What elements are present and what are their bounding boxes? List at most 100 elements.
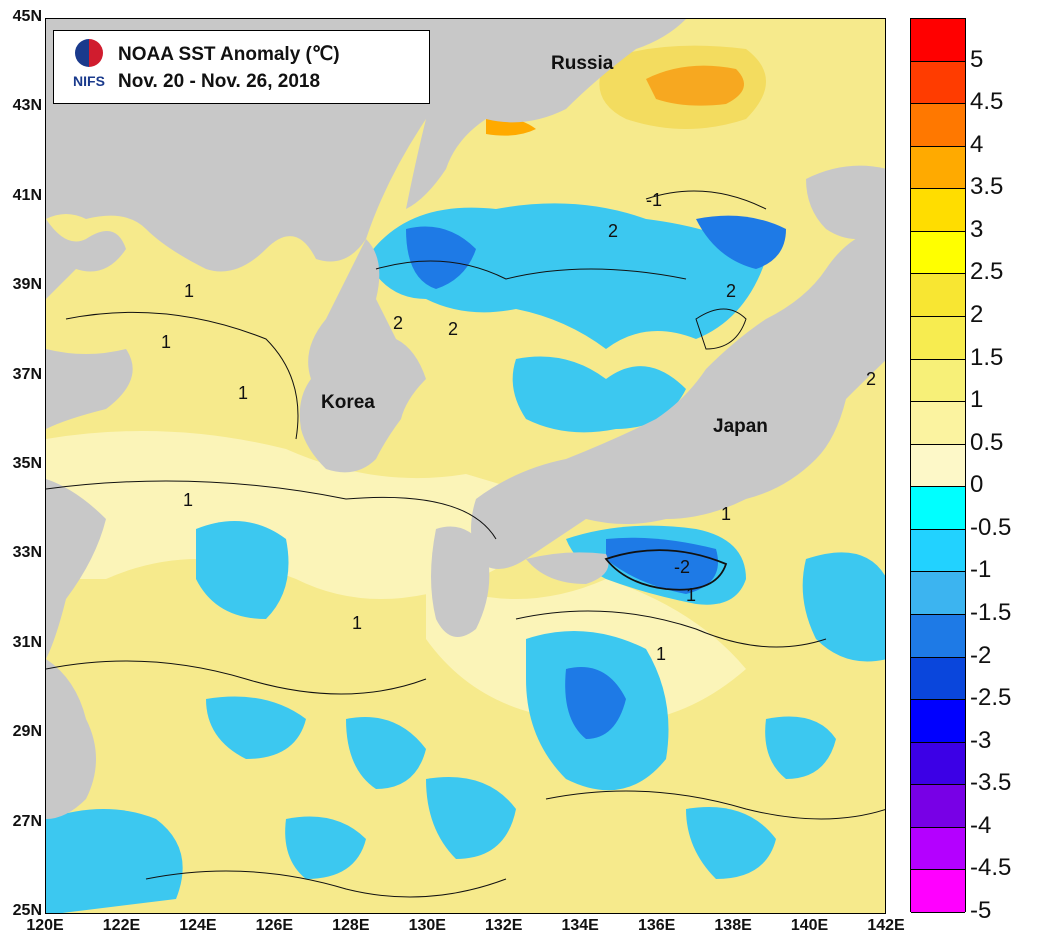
cool-patch	[196, 521, 289, 619]
cool-patch	[686, 807, 776, 879]
colorbar-segment	[911, 61, 965, 105]
contour-label: 1	[686, 585, 697, 605]
colorbar-tick-label: 4.5	[970, 88, 1004, 116]
title-box: NIFS NOAA SST Anomaly (℃) Nov. 20 - Nov.…	[53, 30, 430, 104]
map-title: NOAA SST Anomaly (℃)	[118, 44, 340, 65]
cool-patch	[802, 552, 885, 662]
cool-patch	[285, 816, 366, 879]
colorbar-tick-label: 3.5	[970, 173, 1004, 201]
colorbar-segment	[911, 785, 965, 828]
latitude-tick-label: 29N	[12, 723, 42, 741]
colorbar-segment	[911, 104, 965, 147]
colorbar-tick-label: -2	[970, 641, 992, 669]
map-date-range: Nov. 20 - Nov. 26, 2018	[118, 71, 321, 92]
colorbar-tick-label: 5	[970, 45, 984, 73]
colorbar-tick-label: -5	[970, 897, 992, 924]
longitude-tick-label: 134E	[561, 917, 599, 934]
colorbar-tick-label: 1.5	[970, 343, 1004, 371]
contour-label: -1	[646, 190, 663, 210]
colorbar-segment	[911, 274, 965, 317]
longitude-tick-label: 138E	[714, 917, 752, 934]
cool-patch	[426, 777, 516, 859]
contour-label: 1	[183, 490, 194, 510]
colorbar-segment	[911, 359, 965, 403]
land-china-south	[46, 659, 96, 819]
land-japan-honshu	[471, 220, 885, 569]
contour-label: -2	[674, 557, 691, 577]
colorbar-segment	[911, 870, 965, 913]
contour-label: 2	[608, 221, 619, 241]
latitude-tick-label: 41N	[12, 186, 42, 204]
contour-label: 2	[866, 369, 877, 389]
warm-zone	[599, 45, 766, 129]
latitude-tick-label: 33N	[12, 544, 42, 562]
longitude-tick-label: 126E	[255, 917, 294, 934]
latitude-tick-label: 45N	[12, 8, 42, 25]
latitude-tick-label: 39N	[12, 276, 42, 294]
land-japan-kyushu	[431, 526, 490, 637]
region-label-japan: Japan	[713, 416, 768, 437]
colorbar	[910, 18, 966, 913]
contour-label: 1	[238, 383, 249, 403]
cool-patch	[512, 356, 686, 433]
nifs-emblem-icon	[75, 39, 103, 67]
colorbar-segment	[911, 742, 965, 786]
cool-patch	[366, 203, 766, 349]
colorbar-tick-label: -0.5	[970, 513, 1012, 541]
longitude-tick-label: 132E	[485, 917, 523, 934]
contour-label: 2	[726, 281, 737, 301]
colorbar-tick-label: -4.5	[970, 854, 1012, 882]
latitude-tick-label: 25N	[12, 902, 42, 919]
colorbar-segment	[911, 615, 965, 658]
colorbar-segment	[911, 402, 965, 445]
colorbar-segment	[911, 529, 965, 573]
colorbar-tick-label: -1.5	[970, 599, 1012, 626]
colorbar-tick-label: 0	[970, 471, 984, 499]
longitude-tick-label: 128E	[332, 917, 370, 934]
colorbar-segment	[911, 317, 965, 360]
colorbar-tick-label: 0.5	[970, 428, 1004, 456]
colorbar-tick-label: -2.5	[970, 684, 1012, 712]
colorbar-tick-label: 1	[970, 386, 984, 414]
contour-label: 2	[393, 313, 404, 333]
latitude-tick-label: 35N	[12, 455, 42, 472]
colorbar-segment	[911, 700, 965, 743]
land-japan-shikoku	[526, 552, 609, 584]
colorbar-tick-label: -3.5	[970, 769, 1012, 797]
colorbar-tick-label: -3	[970, 726, 992, 754]
colorbar-tick-label: -4	[970, 811, 992, 839]
contour-label: 2	[448, 319, 459, 339]
colorbar-tick-label: -1	[970, 556, 992, 584]
land-hokkaido	[806, 165, 885, 239]
longitude-tick-label: 130E	[408, 917, 446, 934]
cool-patch	[206, 696, 306, 759]
colorbar-segment	[911, 572, 965, 615]
cool-core	[696, 215, 786, 269]
cool-patch	[46, 809, 183, 913]
longitude-tick-label: 124E	[179, 917, 217, 934]
region-label-korea: Korea	[321, 392, 375, 413]
contour-label: 1	[721, 504, 732, 524]
colorbar-segment	[911, 189, 965, 232]
contour-label: 1	[161, 332, 172, 352]
colorbar-segment	[911, 19, 965, 62]
map-canvas	[46, 19, 885, 913]
colorbar-segment	[911, 146, 965, 190]
colorbar-tick-label: 3	[970, 215, 984, 243]
contour-label: 1	[184, 281, 195, 301]
region-label-russia: Russia	[551, 53, 614, 74]
longitude-tick-label: 122E	[102, 917, 141, 934]
land-korea	[299, 239, 426, 473]
nifs-logo: NIFS	[63, 39, 115, 97]
longitude-tick-label: 140E	[790, 917, 829, 934]
warm-hotspot	[486, 117, 536, 136]
cool-patch	[765, 716, 836, 779]
cool-core	[406, 226, 476, 289]
latitude-tick-label: 27N	[12, 812, 42, 830]
colorbar-tick-label: 4	[970, 130, 984, 158]
contour-label: 1	[352, 613, 363, 633]
latitude-tick-label: 43N	[12, 97, 42, 115]
cool-core	[565, 667, 626, 739]
colorbar-segment	[911, 487, 965, 530]
colorbar-segment	[911, 827, 965, 871]
